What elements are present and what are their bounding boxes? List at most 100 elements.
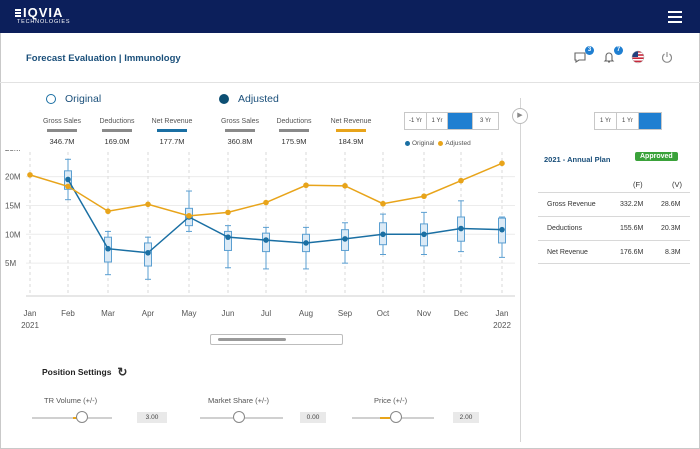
plan-row-forecast: 176.6M — [620, 249, 644, 256]
position-settings-label: Position Settings — [42, 367, 112, 377]
metric-label: Net Revenue — [151, 118, 193, 125]
data-point-adjusted — [186, 213, 192, 219]
scrollbar-thumb[interactable] — [218, 338, 286, 341]
col-forecast-header: (F) — [633, 180, 643, 189]
notifications-button[interactable]: 7 — [602, 46, 623, 66]
metric-color-bar — [279, 129, 309, 132]
slider-track[interactable] — [32, 417, 112, 419]
y-tick-label: 25M — [5, 150, 21, 153]
range-tab-1yr[interactable]: 1 Yr — [427, 113, 448, 129]
data-point-original — [421, 231, 427, 238]
metric-value: 177.7M — [159, 137, 185, 146]
metric-color-bar — [225, 129, 255, 132]
reset-icon[interactable]: ↻ — [117, 365, 128, 379]
metric-label: Gross Sales — [42, 118, 82, 125]
logo-subtext: TECHNOLOGIES — [17, 19, 71, 25]
data-point-original — [380, 231, 386, 238]
col-variance-header: (V) — [672, 180, 682, 189]
plan-row-forecast: 332.2M — [620, 201, 644, 208]
plan-range-tab-1[interactable]: 1 Yr — [595, 113, 617, 129]
x-tick-label: Mar — [101, 309, 115, 318]
x-tick-label: May — [181, 309, 196, 318]
hamburger-menu-icon[interactable] — [668, 11, 682, 26]
series-line-original — [67, 179, 503, 254]
data-point-adjusted — [65, 183, 71, 190]
x-tick-label: Nov — [417, 309, 431, 318]
plan-row: Gross Revenue 332.2M 28.6M — [538, 192, 690, 216]
chart-scrollbar[interactable] — [210, 334, 343, 345]
data-point-original — [65, 176, 71, 183]
top-nav-bar: IQVIA TECHNOLOGIES — [0, 0, 700, 33]
plan-row: Net Revenue 176.6M 8.3M — [538, 240, 690, 264]
data-point-adjusted — [342, 183, 348, 189]
metric-value: 169.0M — [104, 137, 130, 146]
chart-legend-original: Original — [412, 140, 435, 147]
plan-row-label: Deductions — [547, 225, 583, 232]
slider-fill — [380, 417, 390, 419]
x-tick-label: Sep — [338, 309, 353, 318]
range-tab-3yr[interactable]: 3 Yr — [480, 118, 491, 124]
plan-range-tab-selected[interactable] — [639, 113, 661, 129]
power-button[interactable] — [660, 50, 676, 66]
x-tick-label: Feb — [61, 309, 75, 318]
data-point-adjusted — [458, 177, 464, 184]
data-point-adjusted — [421, 193, 427, 200]
range-tab-minus-1yr[interactable]: -1 Yr — [405, 113, 427, 129]
data-point-adjusted — [380, 200, 386, 207]
metric-label: Deductions — [276, 118, 312, 125]
x-tick-label: Dec — [454, 309, 468, 318]
collapse-panel-button[interactable]: ▶ — [512, 108, 528, 124]
metric-color-bar — [336, 129, 366, 132]
messages-button[interactable]: 3 — [573, 46, 594, 66]
data-point-original — [225, 234, 231, 240]
plan-row-variance: 20.3M — [661, 225, 681, 232]
x-tick-label: Apr — [142, 309, 155, 318]
plan-title: 2021 - Annual Plan — [544, 155, 611, 164]
messages-count-badge: 3 — [585, 46, 594, 55]
legend-adjusted[interactable]: Adjusted — [219, 93, 279, 105]
chart-legend-adjusted: Adjusted — [445, 140, 471, 147]
slider-value[interactable]: 0.00 — [300, 412, 326, 423]
approved-badge: Approved — [635, 152, 678, 161]
data-point-adjusted — [499, 160, 505, 167]
x-tick-sublabel: 2021 — [21, 321, 39, 330]
slider-handle[interactable] — [390, 411, 402, 423]
language-selector[interactable] — [631, 50, 647, 66]
plan-row-variance: 8.3M — [665, 249, 681, 256]
plan-range-tab-2[interactable]: 1 Yr — [617, 113, 639, 129]
metric-value: 360.8M — [227, 137, 253, 146]
data-point-adjusted — [225, 209, 231, 216]
metric-adjusted-deductions: Deductions 175.9M — [264, 118, 324, 146]
plan-row-variance: 28.6M — [661, 201, 681, 208]
slider-handle[interactable] — [233, 411, 245, 423]
slider-value[interactable]: 3.00 — [137, 412, 167, 423]
slider-label: Market Share (+/-) — [208, 396, 270, 405]
metric-adjusted-net-revenue: Net Revenue 184.9M — [321, 118, 381, 146]
adjusted-circle-icon — [219, 94, 229, 104]
x-tick-label: Jul — [261, 309, 271, 318]
chart-legend: Original Adjusted — [405, 140, 471, 147]
metric-label: Net Revenue — [330, 118, 372, 125]
metric-color-bar — [102, 129, 132, 132]
plan-row: Deductions 155.6M 20.3M — [538, 216, 690, 240]
page-header — [0, 33, 700, 83]
metric-original-net-revenue: Net Revenue 177.7M — [142, 118, 202, 146]
slider-handle[interactable] — [76, 411, 88, 423]
page-title: Forecast Evaluation | Immunology — [26, 53, 181, 64]
data-point-original — [105, 245, 111, 252]
original-dot-icon — [405, 141, 410, 146]
original-circle-icon — [46, 94, 56, 104]
legend-original[interactable]: Original — [46, 93, 101, 105]
slider-value[interactable]: 2.00 — [453, 412, 479, 423]
iqvia-logo[interactable]: IQVIA TECHNOLOGIES — [15, 6, 70, 26]
bell-icon — [603, 52, 615, 63]
slider-label: Price (+/-) — [374, 396, 408, 405]
data-point-original — [458, 225, 464, 232]
logo-bars-icon — [15, 8, 21, 18]
legend-adjusted-label: Adjusted — [238, 93, 279, 105]
data-point-adjusted — [105, 208, 111, 215]
range-tab-selected[interactable] — [448, 113, 473, 129]
data-point-adjusted — [303, 182, 309, 189]
metric-color-bar — [47, 129, 77, 132]
x-tick-label: Jan — [24, 309, 37, 318]
